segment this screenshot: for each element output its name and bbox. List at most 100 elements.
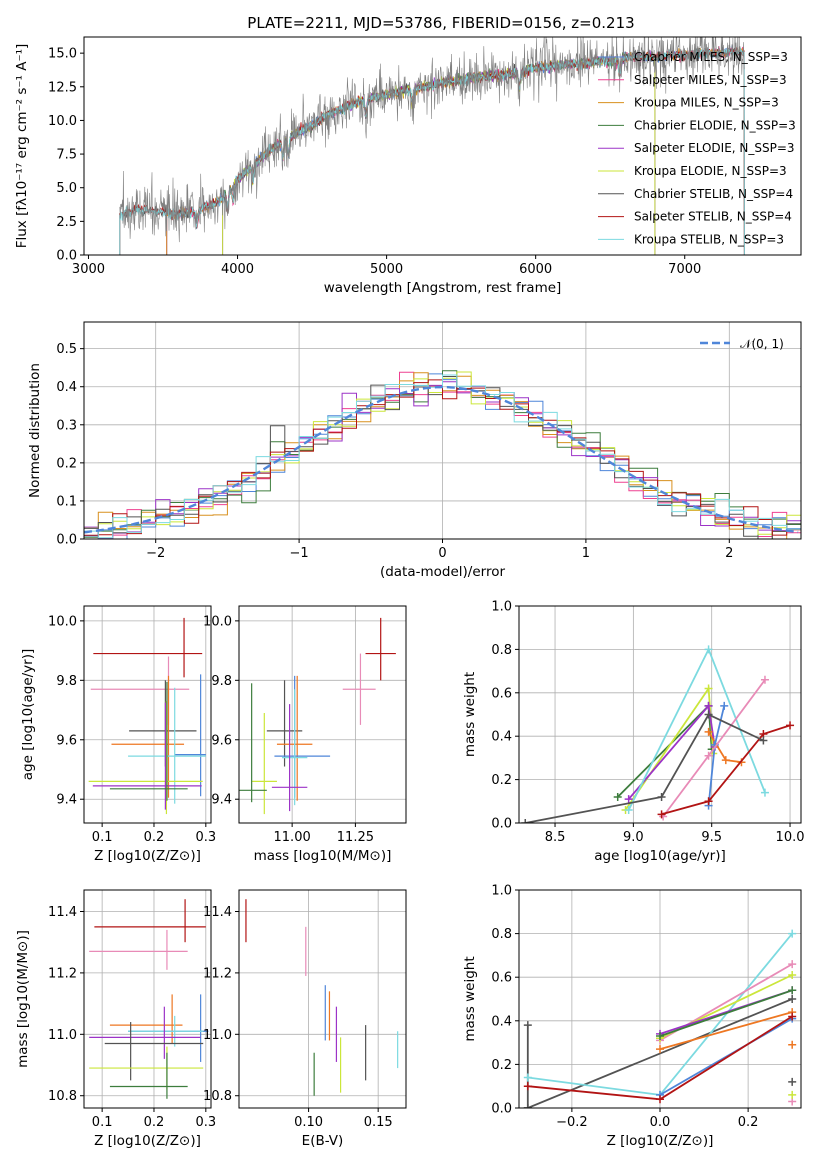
residual-histogram bbox=[84, 379, 801, 539]
y-tick-label: 0.8 bbox=[491, 643, 512, 658]
plot-area bbox=[523, 929, 797, 1108]
x-tick-label: 0.0 bbox=[650, 1115, 671, 1130]
x-tick-label: −1 bbox=[290, 546, 309, 561]
x-tick-label: 5000 bbox=[370, 262, 403, 277]
weight-line bbox=[661, 724, 791, 816]
y-tick-label: 9.8 bbox=[211, 674, 232, 689]
weight-line bbox=[659, 1011, 793, 1050]
y-tick-label: 11.0 bbox=[48, 1028, 77, 1043]
x-tick-label: 0.2 bbox=[738, 1115, 759, 1130]
weight-marker bbox=[786, 721, 795, 730]
y-tick-label: 11.2 bbox=[48, 966, 77, 981]
legend-entry: Chabrier MILES, N_SSP=3 bbox=[634, 50, 788, 64]
x-tick-label: 0.15 bbox=[364, 1115, 393, 1130]
x-tick-label: 0.2 bbox=[144, 830, 165, 845]
x-tick-label: 7000 bbox=[668, 262, 701, 277]
y-axis-label: mass weight bbox=[462, 956, 478, 1041]
y-tick-label: 11.4 bbox=[203, 905, 232, 920]
axes-frame bbox=[518, 889, 802, 1109]
y-tick-label: 9.8 bbox=[56, 674, 77, 689]
weight-marker bbox=[523, 1082, 532, 1091]
weight-marker bbox=[788, 1077, 797, 1086]
y-tick-label: 0.8 bbox=[491, 927, 512, 942]
y-tick-label: 7.5 bbox=[56, 148, 77, 163]
weight-marker bbox=[656, 1095, 664, 1104]
x-axis-label: Z [log10(Z/Z⊙)] bbox=[94, 848, 201, 864]
chart-age_vs_Z: 0.1 0.2 0.3 9.4 9.6 9.8 10.0 Z [log10(Z/Z⊙)] age… bbox=[20, 605, 216, 864]
y-tick-label: 10.0 bbox=[48, 114, 77, 129]
y-tick-label: 0.6 bbox=[491, 971, 512, 986]
y-tick-label: 0.3 bbox=[56, 418, 77, 433]
spectrum-data-line bbox=[119, 37, 745, 243]
axes-frame bbox=[83, 36, 802, 256]
weight-line bbox=[659, 989, 793, 1037]
y-tick-label: 9.6 bbox=[56, 733, 77, 748]
x-axis-label: Z [log10(Z/Z⊙)] bbox=[607, 1133, 714, 1149]
y-axis-label: Normed distribution bbox=[27, 363, 43, 498]
y-tick-label: 0.0 bbox=[56, 533, 77, 548]
plot-area bbox=[239, 617, 396, 815]
x-tick-label: 2 bbox=[725, 546, 733, 561]
x-axis-label: (data-model)/error bbox=[380, 564, 506, 580]
y-axis-label: mass [log10(M/M⊙)] bbox=[15, 930, 31, 1068]
gaussian-curve bbox=[84, 385, 799, 534]
x-axis-label: age [log10(age/yr)] bbox=[594, 848, 726, 864]
weight-marker bbox=[704, 684, 713, 693]
y-axis-label: mass weight bbox=[462, 672, 478, 757]
weight-line bbox=[525, 713, 764, 823]
axes-frame bbox=[83, 605, 212, 824]
x-axis-label: Z [log10(Z/Z⊙)] bbox=[94, 1133, 201, 1149]
chart-spectrum: 3000 4000 5000 6000 7000 0.0 2.5 5.0 7.5 10.0 12.5… bbox=[14, 36, 802, 296]
y-tick-label: 0.5 bbox=[56, 342, 77, 357]
axes-frame bbox=[518, 605, 802, 824]
axes-frame bbox=[83, 321, 802, 540]
y-tick-label: 11.4 bbox=[48, 905, 77, 920]
weight-marker bbox=[759, 736, 768, 745]
chart-weight_vs_age: 8.5 9.0 9.5 10.0 0.0 0.2 0.4 0.6 0.8 1.0 age [log1… bbox=[462, 600, 805, 865]
panels: 3000 4000 5000 6000 70000.02.55.07.510.012.5… bbox=[14, 36, 805, 1149]
axes-frame bbox=[238, 605, 407, 824]
y-tick-label: 10.8 bbox=[48, 1089, 77, 1104]
weight-marker bbox=[657, 810, 666, 819]
y-tick-label: 10.8 bbox=[203, 1089, 232, 1104]
spectrum-legend: Chabrier MILES, N_SSP=3 Salpeter MILES, N… bbox=[598, 50, 796, 246]
y-axis-label: Flux [fλ10⁻¹⁷ erg cm⁻² s⁻¹ A⁻¹] bbox=[14, 44, 30, 249]
weight-marker bbox=[788, 1040, 797, 1049]
weight-marker bbox=[788, 995, 797, 1003]
x-tick-label: 9.0 bbox=[623, 830, 644, 845]
weight-marker bbox=[521, 819, 530, 823]
legend-entry: Salpeter MILES, N_SSP=3 bbox=[634, 73, 787, 87]
weight-marker bbox=[656, 1045, 664, 1054]
weight-marker bbox=[760, 788, 769, 797]
legend-entry: 𝒩(0, 1) bbox=[740, 337, 784, 351]
x-tick-label: 8.5 bbox=[545, 830, 566, 845]
plot-area bbox=[119, 37, 745, 255]
legend-entry: Kroupa MILES, N_SSP=3 bbox=[634, 96, 779, 110]
weight-marker bbox=[656, 1032, 664, 1041]
x-axis-label: E(B-V) bbox=[302, 1133, 344, 1149]
weight-marker bbox=[523, 1073, 532, 1082]
y-tick-label: 10.0 bbox=[203, 614, 232, 629]
plot-area bbox=[84, 370, 801, 539]
weight-marker bbox=[721, 756, 730, 765]
legend-entry: Salpeter STELIB, N_SSP=4 bbox=[634, 210, 792, 224]
weight-marker bbox=[788, 971, 797, 980]
weight-marker bbox=[704, 645, 713, 654]
legend-entry: Chabrier STELIB, N_SSP=4 bbox=[634, 187, 793, 201]
weight-marker bbox=[704, 797, 713, 806]
residual-histogram bbox=[84, 374, 801, 539]
y-tick-label: 2.5 bbox=[56, 215, 77, 230]
weight-marker bbox=[704, 727, 713, 736]
plot-area bbox=[521, 645, 795, 823]
weight-marker bbox=[704, 701, 713, 710]
y-tick-label: 1.0 bbox=[491, 884, 512, 899]
x-tick-label: 4000 bbox=[221, 262, 254, 277]
legend-entry: Kroupa STELIB, N_SSP=3 bbox=[634, 232, 784, 246]
y-tick-label: 0.4 bbox=[56, 380, 77, 395]
weight-marker bbox=[788, 986, 797, 995]
x-tick-label: 3000 bbox=[72, 262, 105, 277]
y-tick-label: 12.5 bbox=[48, 80, 77, 95]
weight-marker bbox=[788, 929, 797, 938]
x-axis-label: mass [log10(M/M⊙)] bbox=[254, 848, 392, 864]
y-tick-label: 0.4 bbox=[491, 730, 512, 745]
